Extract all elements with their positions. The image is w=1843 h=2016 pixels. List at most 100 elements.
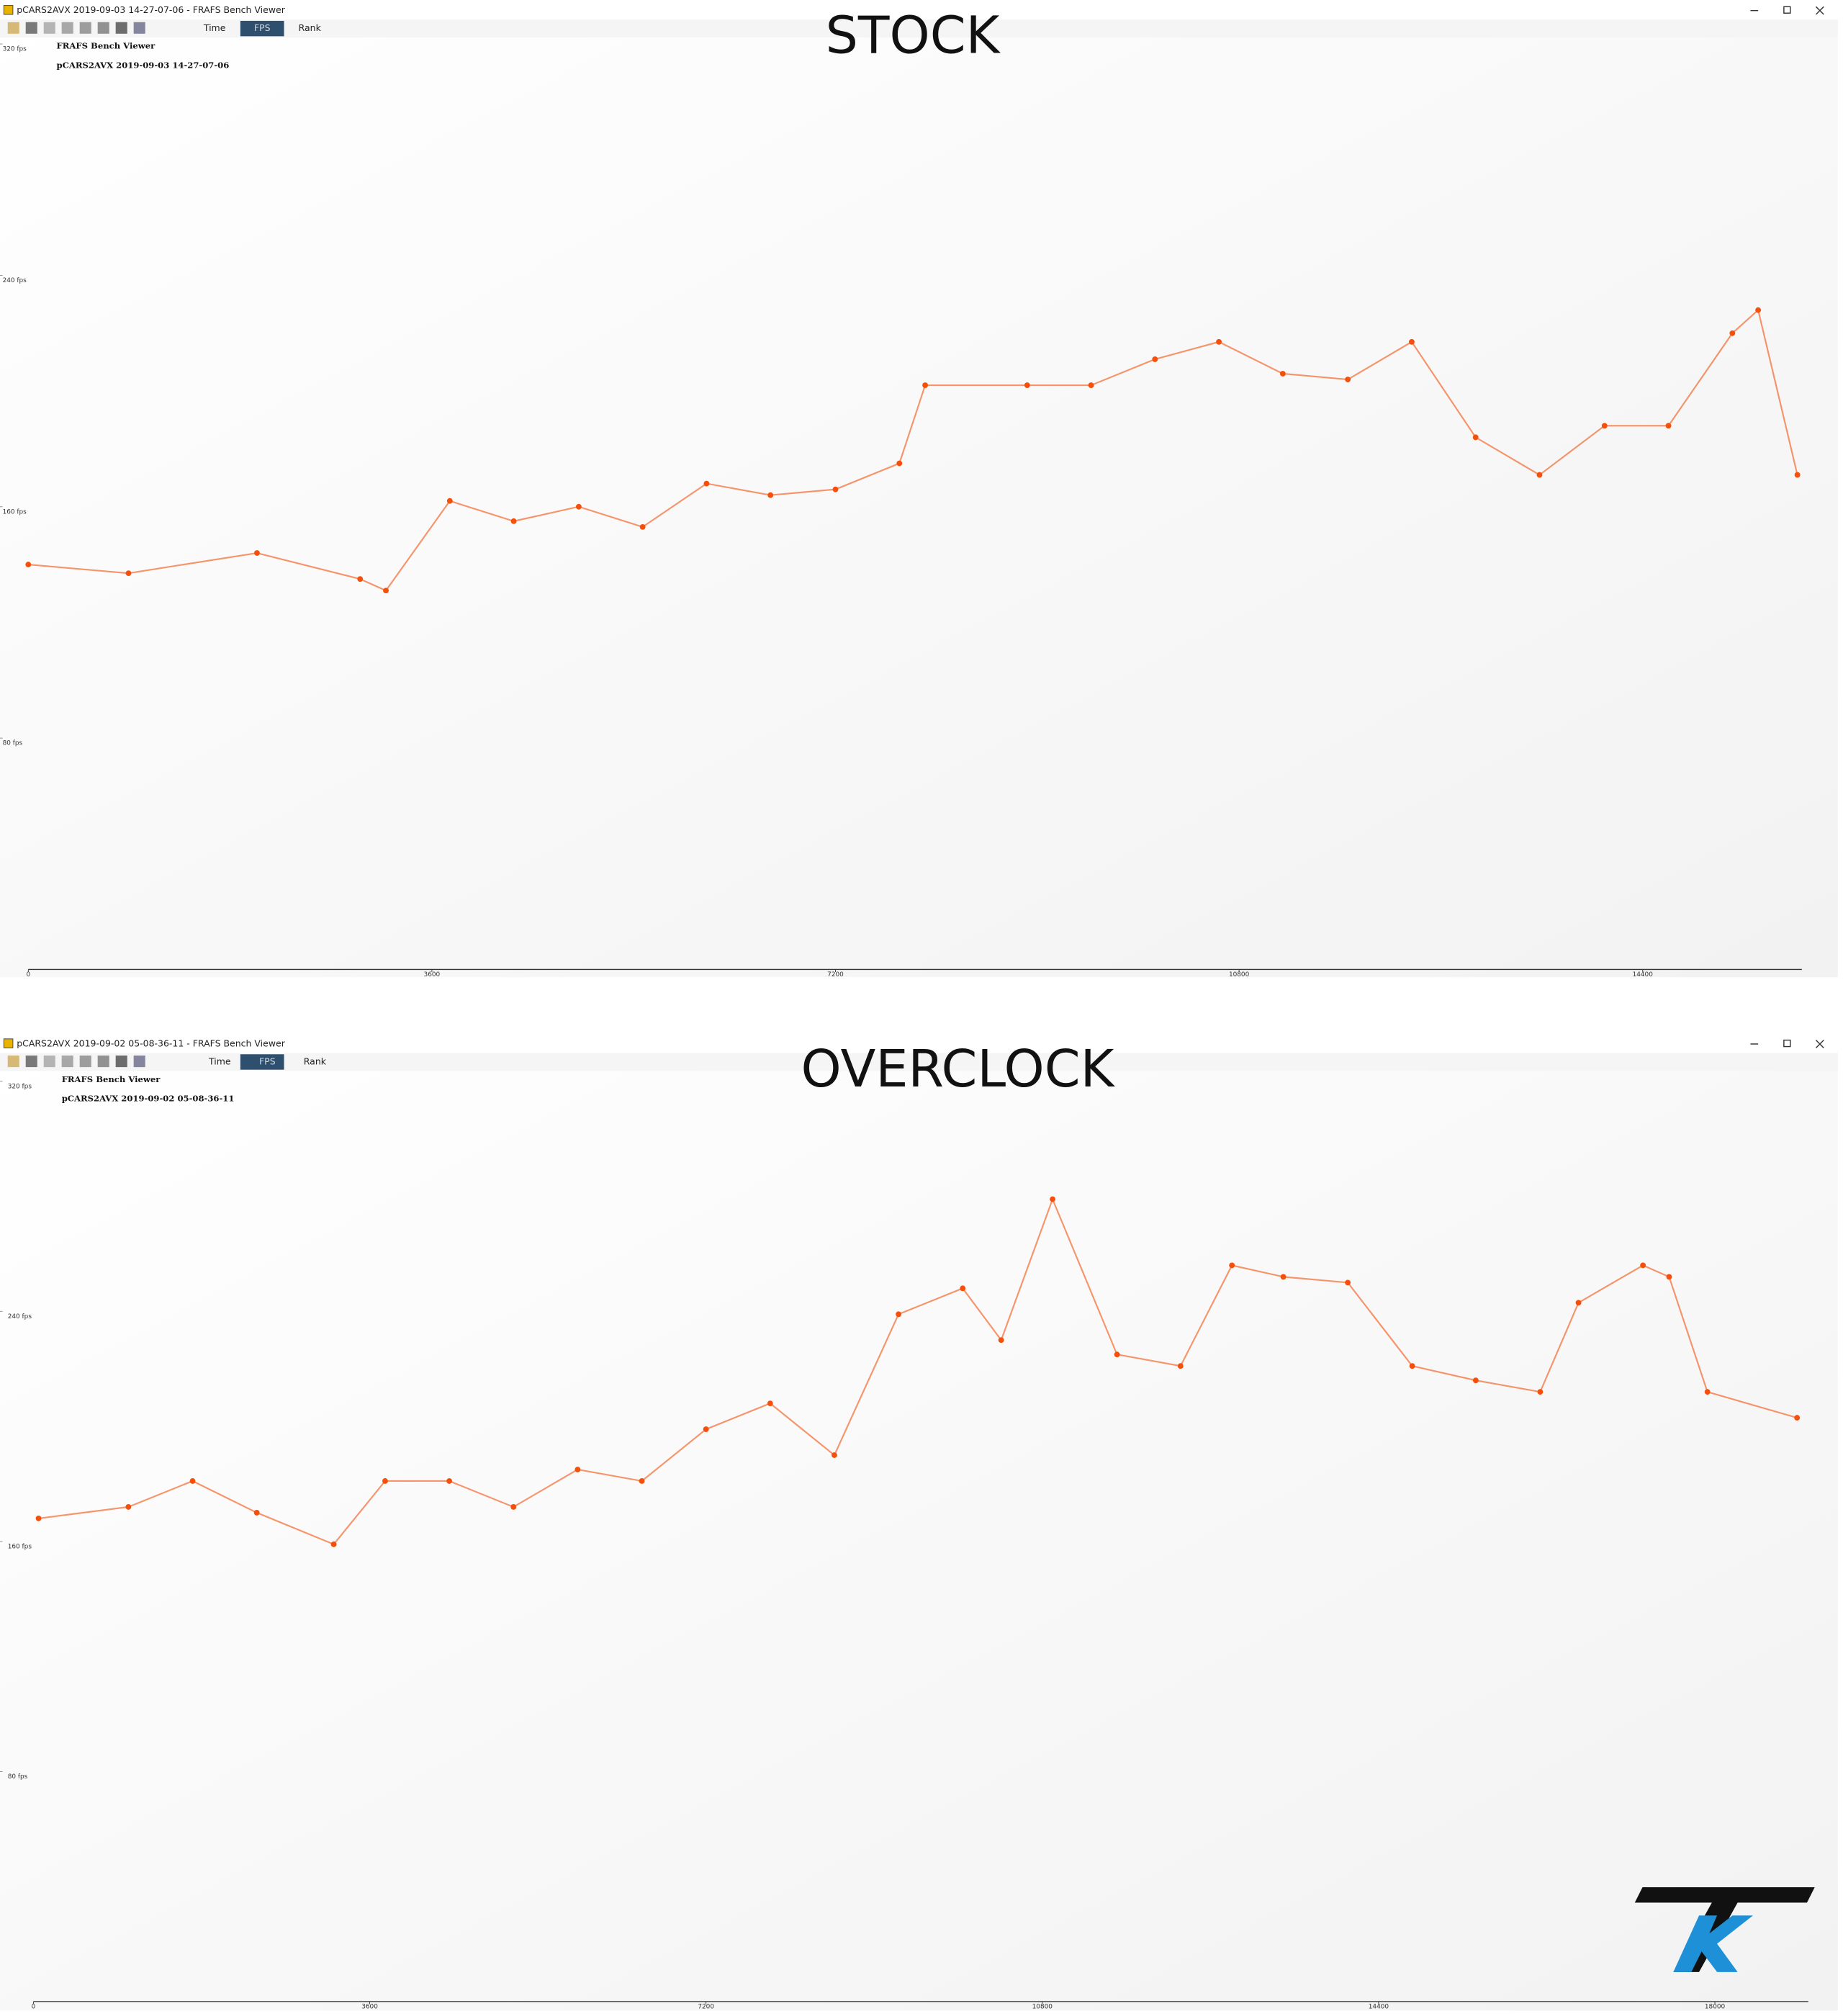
x-tick-label: 3600: [424, 971, 441, 978]
toolbar-icon[interactable]: [79, 22, 91, 34]
fps-point: [896, 1311, 902, 1318]
fps-point: [1050, 1196, 1055, 1202]
window-background: [0, 1033, 1838, 2011]
toolbar-icon[interactable]: [25, 1056, 37, 1068]
toolbar-icon[interactable]: [7, 1056, 19, 1068]
toolbar-icon[interactable]: [97, 22, 109, 34]
app-icon: [3, 4, 14, 15]
tab[interactable]: FPS: [254, 22, 271, 33]
chart-subtitle: pCARS2AVX 2019-09-02 05-08-36-11: [62, 1094, 235, 1104]
tab[interactable]: Time: [208, 1056, 231, 1066]
toolbar: [0, 19, 1838, 38]
fps-point: [960, 1285, 966, 1292]
x-tick-label: 0: [32, 2004, 36, 2011]
window-title: pCARS2AVX 2019-09-03 14-27-07-06 - FRAFS…: [17, 4, 286, 15]
tab-active[interactable]: [240, 1054, 284, 1070]
toolbar-icon[interactable]: [79, 1056, 91, 1068]
y-tick-label: 160 fps: [8, 1544, 32, 1551]
toolbar-icon[interactable]: [115, 1056, 127, 1068]
window-title: pCARS2AVX 2019-09-02 05-08-36-11 - FRAFS…: [17, 1038, 286, 1048]
chart-title: STOCK: [826, 5, 1001, 65]
toolbar-icon[interactable]: [7, 22, 19, 34]
chart-title: OVERCLOCK: [801, 1039, 1116, 1099]
fps-point: [832, 1452, 837, 1458]
logo-shape: [1673, 1915, 1754, 1972]
close-button[interactable]: [1816, 6, 1824, 15]
fps-point: [896, 460, 903, 467]
x-tick-label: 7200: [827, 971, 844, 978]
fps-point: [1665, 423, 1672, 429]
toolbar-icon[interactable]: [43, 1056, 55, 1068]
close-button[interactable]: [1816, 1040, 1824, 1048]
fps-point: [446, 498, 453, 504]
fps-point: [125, 570, 132, 577]
fps-point: [510, 1504, 517, 1510]
tab[interactable]: Rank: [304, 1056, 327, 1066]
fps-point: [254, 550, 260, 556]
fps-point: [703, 1426, 709, 1433]
toolbar-icon[interactable]: [61, 1056, 73, 1068]
tab[interactable]: Time: [203, 22, 226, 33]
x-tick-label: 10800: [1032, 2004, 1053, 2011]
app-name: FRAFS Bench Viewer: [57, 41, 156, 51]
fps-point: [767, 1400, 773, 1407]
fps-point: [767, 492, 774, 498]
y-tick-label: 240 fps: [8, 1313, 32, 1320]
fps-point: [1216, 338, 1222, 345]
fps-point: [1152, 356, 1158, 362]
fps-point: [1601, 423, 1608, 429]
toolbar-icon[interactable]: [61, 22, 73, 34]
fps-point: [574, 1467, 581, 1472]
fps-point: [1472, 434, 1479, 441]
tab-active[interactable]: [240, 20, 284, 37]
fps-point: [510, 518, 517, 524]
fps-point: [1729, 330, 1736, 336]
title-bar: [0, 0, 1838, 20]
x-tick-label: 14400: [1369, 2004, 1389, 2011]
fps-point: [1755, 307, 1762, 313]
app-name: FRAFS Bench Viewer: [62, 1074, 161, 1084]
fps-point: [1345, 1279, 1351, 1286]
fps-point: [575, 503, 582, 510]
fps-point: [1024, 382, 1030, 388]
fps-point: [382, 1478, 388, 1484]
fps-point: [1280, 1274, 1287, 1280]
fps-point: [357, 576, 364, 582]
fps-point: [1536, 472, 1543, 478]
toolbar-icon[interactable]: [133, 1056, 145, 1068]
fps-point: [330, 1541, 337, 1547]
fps-point: [922, 382, 929, 388]
fps-point: [1794, 472, 1801, 478]
fps-point: [998, 1337, 1004, 1344]
fps-point: [1229, 1262, 1235, 1269]
toolbar-icon[interactable]: [97, 1056, 109, 1068]
restore-button[interactable]: [1783, 1039, 1791, 1048]
fps-point: [189, 1478, 196, 1484]
x-tick-label: 10800: [1229, 971, 1250, 978]
fps-point: [832, 486, 839, 492]
window-background: [0, 0, 1838, 978]
fps-line: [28, 308, 1798, 592]
fps-point: [25, 562, 32, 568]
fps-point: [35, 1515, 42, 1521]
app-icon: [3, 1038, 14, 1048]
toolbar-icon[interactable]: [25, 22, 37, 34]
tab[interactable]: Rank: [299, 22, 322, 33]
fps-point: [1279, 371, 1286, 377]
fps-point: [1575, 1300, 1582, 1306]
x-tick-label: 0: [26, 971, 30, 978]
fps-point: [1409, 338, 1415, 345]
fps-point: [639, 1478, 645, 1484]
toolbar-icon[interactable]: [43, 22, 55, 34]
fps-point: [1794, 1415, 1801, 1421]
toolbar: [0, 1053, 1838, 1071]
toolbar-icon[interactable]: [133, 22, 145, 34]
restore-button[interactable]: [1783, 6, 1791, 14]
y-tick-label: 80 fps: [3, 740, 23, 747]
tab[interactable]: FPS: [259, 1056, 276, 1066]
fps-point: [1345, 377, 1351, 382]
toolbar-icon[interactable]: [115, 22, 127, 34]
y-tick-label: 320 fps: [8, 1083, 32, 1090]
